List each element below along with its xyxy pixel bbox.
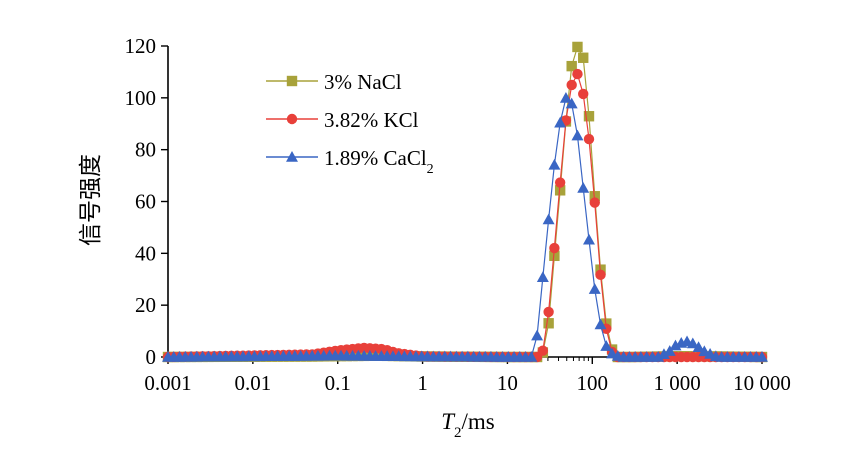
data-point <box>572 41 583 53</box>
data-point <box>663 345 676 356</box>
legend-marker <box>286 75 298 87</box>
y-tick-label: 0 <box>146 345 157 369</box>
y-tick-label: 120 <box>125 34 157 58</box>
legend-label: 1.89% CaCl2 <box>324 146 434 177</box>
x-tick-label: 1 <box>417 371 428 395</box>
data-point <box>554 185 566 196</box>
data-point <box>600 340 613 351</box>
data-point <box>583 111 595 122</box>
data-point <box>543 318 554 329</box>
data-point <box>549 250 560 262</box>
data-point <box>566 79 577 91</box>
data-point <box>756 351 768 362</box>
legend-item: 3% NaCl <box>266 70 402 94</box>
data-point <box>577 181 590 193</box>
axes <box>167 46 764 358</box>
x-tick-label: 0.1 <box>325 371 351 395</box>
y-tick-label: 20 <box>135 293 156 317</box>
data-point <box>543 306 554 318</box>
y-tick-label: 80 <box>135 138 156 162</box>
series-1 <box>162 41 768 363</box>
x-tick-label: 10 <box>497 371 518 395</box>
y-axis-title: 信号强度 <box>78 154 103 246</box>
data-point <box>525 351 538 362</box>
data-point <box>583 133 595 145</box>
legend-marker <box>286 113 298 125</box>
series-line <box>167 45 763 358</box>
y-tick-label: 100 <box>125 86 157 110</box>
x-tick-label: 100 <box>577 371 609 395</box>
data-point <box>566 60 577 72</box>
data-point <box>537 345 549 356</box>
data-point <box>686 337 699 349</box>
series-layer <box>162 41 768 363</box>
x-tick-label: 0.01 <box>234 371 271 395</box>
data-point <box>554 116 567 128</box>
data-point <box>536 271 549 282</box>
data-point <box>583 233 595 245</box>
x-ticks: 0.001 0.01 0.1 1 10 100 1 000 10 000 <box>144 357 791 395</box>
x-axis-title: T2/ms <box>441 409 495 441</box>
data-point <box>594 318 607 330</box>
data-point <box>652 351 665 362</box>
data-point <box>595 269 606 281</box>
legend-marker <box>286 151 298 162</box>
data-point <box>531 329 544 341</box>
data-point <box>549 242 560 254</box>
x-tick-label: 0.001 <box>144 371 191 395</box>
data-point <box>588 283 601 294</box>
legend-item: 3.82% KCl <box>266 108 419 132</box>
data-point <box>657 348 670 360</box>
data-point <box>542 213 555 225</box>
data-point <box>559 91 572 103</box>
data-point <box>589 197 600 208</box>
data-point <box>565 97 578 109</box>
legend-label: 3% NaCl <box>324 70 402 94</box>
x-tick-label: 10 000 <box>733 371 791 395</box>
data-point <box>554 177 566 188</box>
y-tick-label: 60 <box>135 190 156 214</box>
series-line <box>167 96 762 358</box>
data-point <box>692 341 705 353</box>
data-point <box>571 129 584 141</box>
legend-item: 1.89% CaCl2 <box>266 146 434 177</box>
series-3 <box>162 91 768 362</box>
data-point <box>548 158 561 170</box>
data-point <box>572 68 583 80</box>
y-tick-label: 40 <box>135 241 156 265</box>
x-tick-label: 1 000 <box>654 371 701 395</box>
legend: 3% NaCl 3.82% KCl 1.89% CaCl2 <box>266 70 434 177</box>
y-ticks: 0 20 40 60 80 100 120 <box>125 34 168 369</box>
data-point <box>578 52 589 63</box>
data-point <box>578 88 589 100</box>
legend-label: 3.82% KCl <box>324 108 419 132</box>
series-line <box>167 72 762 358</box>
series-2 <box>162 68 768 363</box>
